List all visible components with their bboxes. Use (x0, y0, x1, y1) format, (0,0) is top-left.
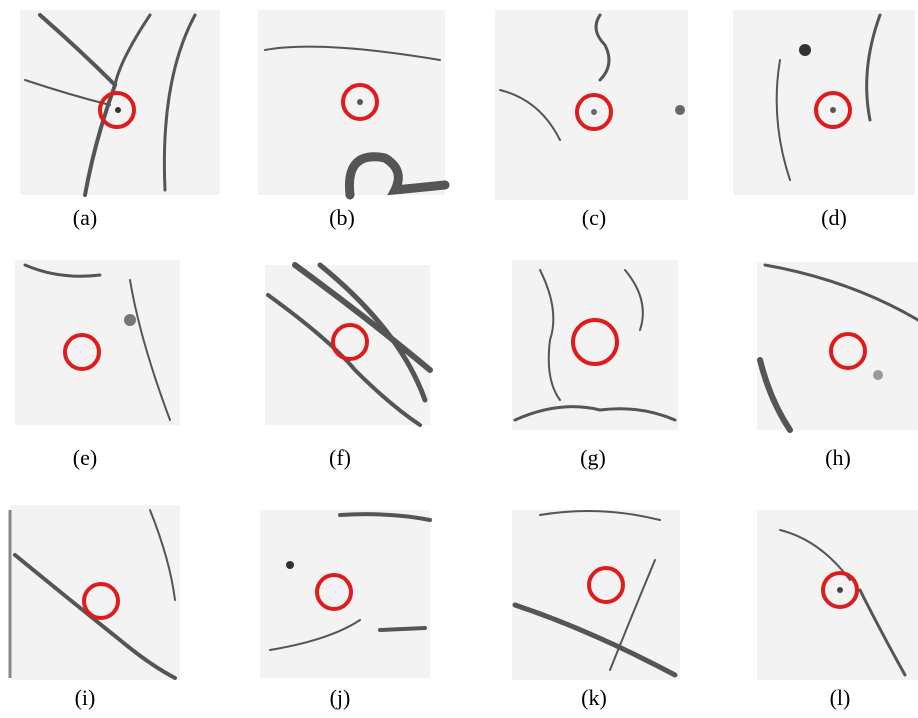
patch-a (20, 10, 220, 195)
patch-b (258, 10, 445, 195)
panel-label: (h) (825, 445, 851, 470)
patch-i (10, 505, 180, 680)
patch-j (260, 510, 430, 678)
panel-label: (c) (582, 205, 606, 230)
panel-label: (d) (821, 205, 847, 230)
panel-label: (j) (330, 685, 351, 710)
patch-g (512, 260, 678, 430)
panel-label: (b) (329, 205, 355, 230)
patch-e (15, 260, 180, 425)
panel-label: (g) (580, 445, 606, 470)
panel-label: (i) (75, 685, 96, 710)
patch-k (512, 510, 680, 680)
patch-f (265, 265, 430, 425)
figure: (a) (b) (c) (d) (e) (f) (g) (h) (i) (j) … (0, 0, 918, 718)
patch-h (757, 262, 918, 430)
patch-d (733, 10, 915, 195)
panel-label: (e) (73, 445, 97, 470)
panel-label: (k) (581, 685, 607, 710)
patch-l (757, 510, 918, 680)
panel-label: (l) (830, 685, 851, 710)
patch-c (495, 10, 688, 200)
panel-label: (f) (329, 445, 351, 470)
panel-label: (a) (73, 205, 97, 230)
